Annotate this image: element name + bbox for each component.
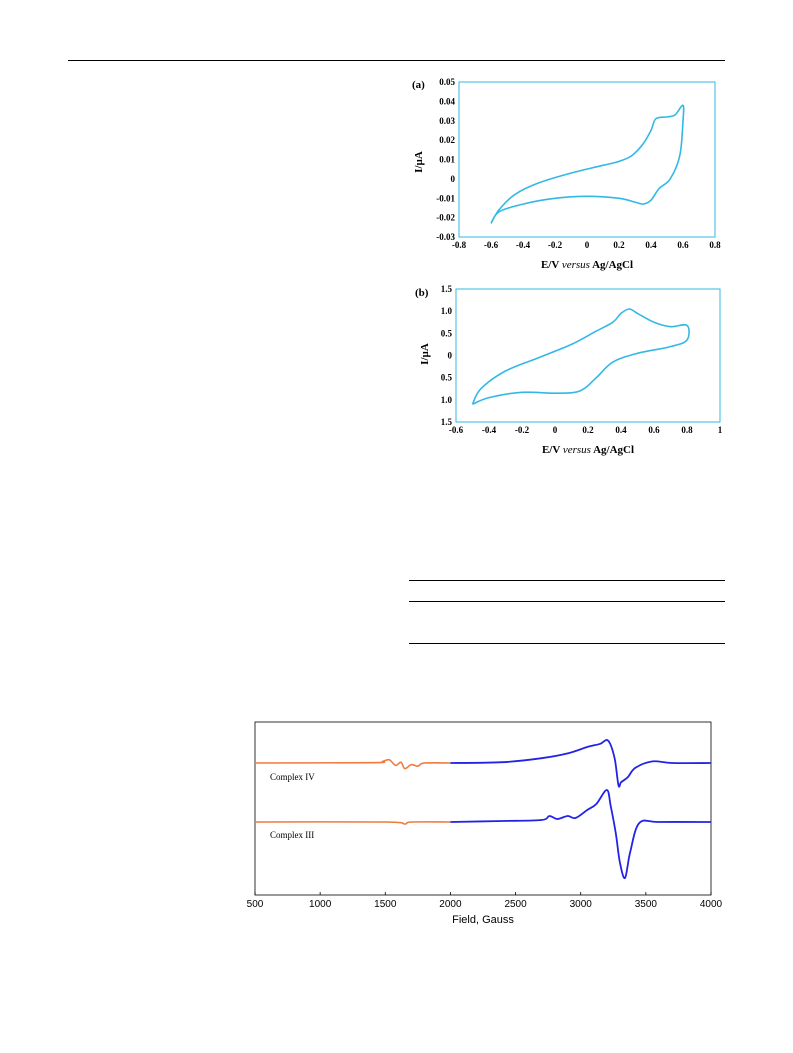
x-tick-label: 0.2 xyxy=(582,425,594,435)
cv-chart-b: (b) 1.5 1.0 0.5 0 0.5 1.0 1.5 -0.6 -0.4 -0.2 0 0.2… xyxy=(415,284,723,456)
epr-x-axis-title: Field, Gauss xyxy=(452,914,514,926)
x-tick-label: 0.2 xyxy=(613,240,625,250)
x-tick-label: 2500 xyxy=(504,899,527,910)
x-tick-label: 0.6 xyxy=(677,240,689,250)
plot-frame-a xyxy=(458,81,716,238)
y-tick-label: 0.03 xyxy=(439,116,455,126)
x-tick-label: 0 xyxy=(585,240,590,250)
x-tick-label: -0.4 xyxy=(482,425,497,435)
x-tick-label: 0.8 xyxy=(709,240,721,250)
x-tick-label: -0.6 xyxy=(449,425,464,435)
y-tick-label: 0.5 xyxy=(441,328,453,338)
x-tick-label: 3500 xyxy=(635,899,658,910)
x-ticks-b: -0.6 -0.4 -0.2 0 0.2 0.4 0.6 0.8 1 xyxy=(449,425,723,435)
epr-plot-frame xyxy=(254,721,712,896)
x-tick-label: 0.4 xyxy=(645,240,657,250)
trace-label-complex-iii: Complex III xyxy=(270,830,314,840)
x-tick-label: 0.8 xyxy=(681,425,693,435)
y-tick-label: -0.03 xyxy=(436,232,455,242)
x-tick-label: -0.6 xyxy=(484,240,499,250)
table-bottom-rule xyxy=(409,643,725,644)
x-tick-label: 4000 xyxy=(700,899,723,910)
epr-spectrum-chart: 500 1000 1500 2000 2500 3000 3500 4000 Field, G… xyxy=(247,721,723,926)
panel-label-b: (b) xyxy=(415,287,429,299)
cv-chart-a: (a) 0.05 0.04 0.03 0.02 0.01 0 -0.01 -0.02 -0.03… xyxy=(412,77,721,271)
x-tick-label: 1500 xyxy=(374,899,397,910)
plot-frame-b xyxy=(455,288,721,423)
epr-trace-high-field xyxy=(450,739,712,788)
x-tick-label: 2000 xyxy=(439,899,462,910)
trace-label-complex-iv: Complex IV xyxy=(270,772,315,782)
y-ticks-b: 1.5 1.0 0.5 0 0.5 1.0 1.5 xyxy=(441,284,453,427)
x-tick-label: 500 xyxy=(247,899,264,910)
x-tick-label: 3000 xyxy=(570,899,593,910)
y-tick-label: 1.0 xyxy=(441,395,453,405)
y-tick-label: 0.02 xyxy=(439,135,455,145)
x-tick-label: -0.2 xyxy=(515,425,530,435)
y-tick-label: 0.05 xyxy=(439,77,455,87)
y-tick-label: -0.01 xyxy=(436,193,455,203)
epr-trace-high-field xyxy=(450,789,712,879)
x-tick-label: -0.4 xyxy=(516,240,531,250)
y-tick-label: 0 xyxy=(448,351,453,361)
x-axis-title-b: E/V versus Ag/AgCl xyxy=(542,444,634,456)
x-tick-label: -0.2 xyxy=(548,240,563,250)
x-tick-label: 0 xyxy=(553,425,558,435)
x-tick-label: 0.6 xyxy=(648,425,660,435)
table-header-rule xyxy=(409,601,725,602)
table-top-rule xyxy=(409,580,725,581)
y-tick-label: 0.5 xyxy=(441,373,453,383)
x-tick-label: 0.4 xyxy=(615,425,627,435)
y-tick-label: 1.0 xyxy=(441,306,453,316)
y-tick-label: 1.5 xyxy=(441,417,453,427)
x-tick-label: 1000 xyxy=(309,899,332,910)
y-tick-label: 1.5 xyxy=(441,284,453,294)
y-axis-title-a: I/µA xyxy=(413,151,425,173)
cv-curve-b xyxy=(471,308,690,406)
y-tick-label: 0.01 xyxy=(439,155,455,165)
panel-label-a: (a) xyxy=(412,79,425,91)
y-axis-title-b: I/µA xyxy=(419,343,431,365)
cv-curve-a xyxy=(490,104,685,224)
epr-trace-low-field xyxy=(254,821,451,825)
x-axis-title-a: E/V versus Ag/AgCl xyxy=(541,259,633,271)
epr-traces xyxy=(254,739,712,879)
y-tick-label: 0.04 xyxy=(439,96,455,106)
y-ticks-a: 0.05 0.04 0.03 0.02 0.01 0 -0.01 -0.02 -0.03 xyxy=(436,77,455,242)
y-tick-label: 0 xyxy=(451,174,456,184)
x-tick-label: 1 xyxy=(718,425,723,435)
x-ticks-a: -0.8 -0.6 -0.4 -0.2 0 0.2 0.4 0.6 0.8 xyxy=(452,240,721,250)
epr-trace-low-field xyxy=(254,758,451,770)
page-header-rule xyxy=(68,60,725,61)
epr-x-ticks: 500 1000 1500 2000 2500 3000 3500 4000 xyxy=(247,892,723,910)
x-tick-label: -0.8 xyxy=(452,240,467,250)
y-tick-label: -0.02 xyxy=(436,213,455,223)
